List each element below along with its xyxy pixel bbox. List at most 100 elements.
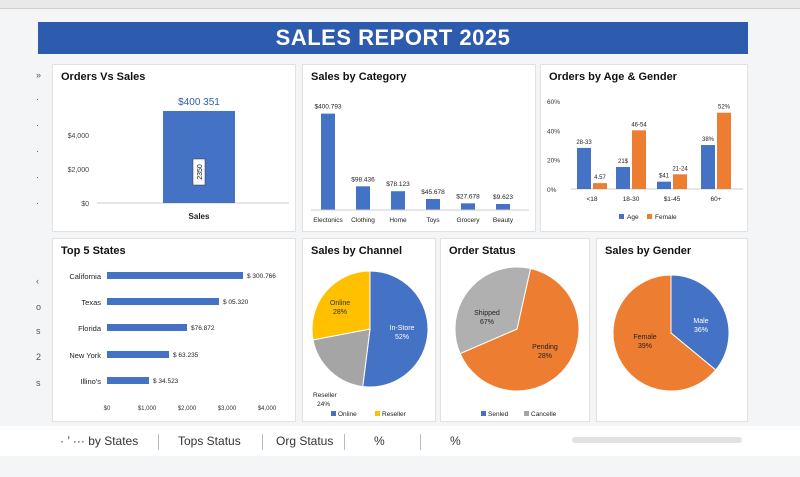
category-bar (356, 186, 370, 210)
slice-pct-female: 39% (638, 343, 652, 350)
status-slice (459, 267, 580, 392)
age-gender-bar (577, 147, 591, 189)
age-gender-bar (657, 181, 671, 189)
age-gender-value-label: 4.57 (594, 175, 606, 181)
age-gender-value-label: 28-33 (576, 140, 592, 146)
sales-by-channel-chart: In-Store 52% Online 28% Reseller 24% Online Res… (311, 270, 429, 418)
slice-label-pending: Pending (532, 344, 558, 351)
legend-swatch-online (331, 411, 336, 416)
category-tick-label: Electonics (313, 217, 343, 224)
y-tick-label: $2,000 (68, 167, 90, 174)
y-tick-label: $0 (81, 201, 89, 208)
y-tick-label: 40% (547, 128, 560, 135)
y-tick-label: 20% (547, 158, 560, 165)
slice-label-shipped: Shipped (474, 310, 500, 317)
order-status-title: Order Status (449, 245, 516, 257)
tab-org-status[interactable]: Org Status (276, 434, 334, 448)
category-value-label: $78.123 (386, 181, 410, 188)
sales-by-gender-title: Sales by Gender (605, 245, 692, 257)
age-tick-label: <18 (586, 196, 597, 203)
report-title-banner: SALES REPORT 2025 (38, 22, 748, 54)
slice-label-in-store: In-Store (390, 325, 415, 332)
category-tick-label: Grocery (456, 217, 480, 224)
age-gender-bar (616, 167, 630, 189)
age-gender-value-label: 21$ (618, 159, 629, 165)
slice-pct-reseller: 24% (317, 401, 330, 408)
category-value-label: $400.793 (314, 104, 341, 111)
age-gender-bar (701, 145, 715, 189)
category-bar (461, 203, 475, 210)
slice-pct-in-store: 52% (395, 334, 409, 341)
channel-slice (312, 328, 371, 388)
age-tick-label: 60+ (710, 196, 721, 203)
orders-vs-sales-panel: Orders Vs Sales $4,000 $2,000 $0 $400 351 23… (52, 64, 296, 232)
gutter-mark: · (36, 172, 39, 182)
legend-label-online: Online (338, 411, 357, 418)
channel-slice (362, 270, 429, 388)
orders-vs-sales-chart: $4,000 $2,000 $0 $400 351 2350 Sales (68, 97, 289, 221)
age-gender-bar (632, 130, 646, 189)
sales-by-category-chart: $400.793 Electonics $98.436 Clothing $78.123… (311, 104, 529, 224)
gutter-mark: · (36, 94, 39, 104)
slice-pct-shipped: 67% (480, 319, 494, 326)
x-category-label: Sales (189, 212, 210, 221)
gender-slice (612, 274, 717, 392)
gutter-mark: s (36, 378, 41, 388)
sales-by-gender-panel: Sales by Gender Male 36% Female 39% (596, 238, 748, 422)
state-bar (107, 377, 149, 384)
tab-percent-1[interactable]: % (374, 434, 385, 448)
gutter-mark: · (36, 120, 39, 130)
state-label: Texas (81, 298, 101, 307)
age-tick-label: $1-45 (664, 196, 681, 203)
state-bar (107, 324, 187, 331)
category-bar (391, 191, 405, 210)
gutter-mark: o (36, 302, 42, 312)
left-gutter: » · · · · · ‹ o s 2 s (0, 62, 48, 422)
age-gender-value-label: 21-24 (672, 166, 688, 172)
sales-by-channel-title: Sales by Channel (311, 245, 403, 257)
legend-label-female: Female (655, 214, 677, 221)
channel-slice (311, 270, 371, 341)
age-gender-value-label: 46-54 (631, 122, 647, 128)
tab-divider (262, 434, 263, 450)
tab-by-states[interactable]: · ’ ··· by States (60, 434, 139, 448)
tab-percent-2[interactable]: % (450, 434, 461, 448)
orders-vs-sales-title: Orders Vs Sales (61, 71, 146, 83)
age-gender-value-label: 38% (702, 137, 715, 143)
legend-swatch-reseller (375, 411, 380, 416)
gender-slice (670, 274, 730, 371)
state-value-label: $ 05.320 (223, 299, 249, 306)
state-label: California (69, 272, 102, 281)
state-bar (107, 272, 243, 279)
sales-by-category-title: Sales by Category (311, 71, 407, 83)
tab-tops-status[interactable]: Tops Status (178, 434, 241, 448)
state-value-label: $ 63.235 (173, 352, 199, 359)
sales-by-gender-chart: Male 36% Female 39% (612, 274, 730, 392)
legend-swatch-age (619, 214, 624, 219)
x-tick-label: $2,000 (178, 406, 197, 412)
age-gender-value-label: 52% (718, 105, 731, 111)
category-bar (426, 199, 440, 210)
tab-divider (420, 434, 421, 450)
legend-swatch-senled (481, 411, 486, 416)
age-gender-value-label: $41 (659, 174, 670, 180)
age-gender-bar (593, 183, 607, 189)
slice-label-female: Female (633, 334, 656, 341)
slice-label-online: Online (330, 300, 350, 307)
state-label: Illino's (80, 377, 101, 386)
legend-label-senled: Senled (488, 411, 509, 418)
age-tick-label: 18-30 (623, 196, 640, 203)
slice-pct-online: 28% (333, 309, 347, 316)
horizontal-scrollbar[interactable] (572, 437, 742, 443)
state-value-label: $76.872 (191, 325, 215, 332)
gutter-mark: 2 (36, 352, 42, 362)
x-tick-label: $0 (104, 406, 111, 412)
x-tick-label: $1,000 (138, 406, 157, 412)
slice-pct-male: 36% (694, 327, 708, 334)
top-strip (0, 0, 800, 9)
x-tick-label: $4,000 (258, 406, 277, 412)
top-5-states-panel: Top 5 States California $ 300.766 Texas $ 0… (52, 238, 296, 422)
sales-bar (163, 111, 235, 203)
slice-pct-pending: 28% (538, 353, 552, 360)
state-bar (107, 298, 219, 305)
